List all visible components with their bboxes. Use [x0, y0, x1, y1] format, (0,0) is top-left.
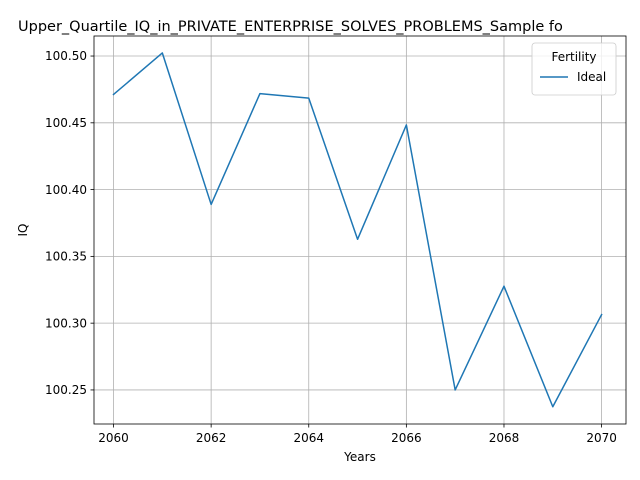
y-tick-label: 100.30 [45, 316, 87, 330]
x-tick-label: 2064 [293, 431, 324, 445]
x-tick-label: 2066 [391, 431, 422, 445]
series-line-ideal [112, 52, 603, 408]
legend-box [531, 42, 617, 96]
y-tick-label: 100.40 [45, 183, 87, 197]
x-tick-label: 2070 [586, 431, 617, 445]
y-tick-label: 100.45 [45, 116, 87, 130]
x-axis: 2060 2062 2064 2066 2068 2070 [98, 424, 617, 445]
chart-title: Upper_Quartile_IQ_in_PRIVATE_ENTERPRISE_… [18, 19, 563, 35]
legend: Fertility Ideal [531, 42, 617, 96]
y-axis: 100.25 100.30 100.35 100.40 100.45 100.50 [45, 49, 94, 397]
x-tick-label: 2068 [489, 431, 520, 445]
x-tick-label: 2060 [98, 431, 129, 445]
legend-title: Fertility [551, 50, 596, 64]
x-tick-label: 2062 [196, 431, 227, 445]
series-layer [112, 52, 603, 408]
y-axis-label: IQ [16, 224, 30, 237]
plot-frame [93, 35, 627, 425]
y-tick-label: 100.25 [45, 383, 87, 397]
grid [94, 36, 626, 424]
x-axis-label: Years [343, 450, 376, 464]
y-tick-label: 100.35 [45, 250, 87, 264]
y-tick-label: 100.50 [45, 49, 87, 63]
legend-entry-label: Ideal [577, 70, 606, 84]
